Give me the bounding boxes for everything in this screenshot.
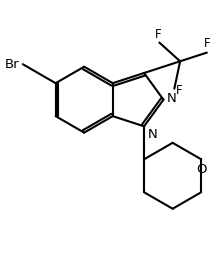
Text: O: O	[196, 163, 207, 176]
Text: N: N	[167, 92, 177, 105]
Text: F: F	[203, 38, 210, 50]
Text: N: N	[147, 128, 157, 141]
Text: F: F	[155, 28, 161, 41]
Text: Br: Br	[5, 58, 19, 71]
Text: F: F	[176, 84, 182, 96]
